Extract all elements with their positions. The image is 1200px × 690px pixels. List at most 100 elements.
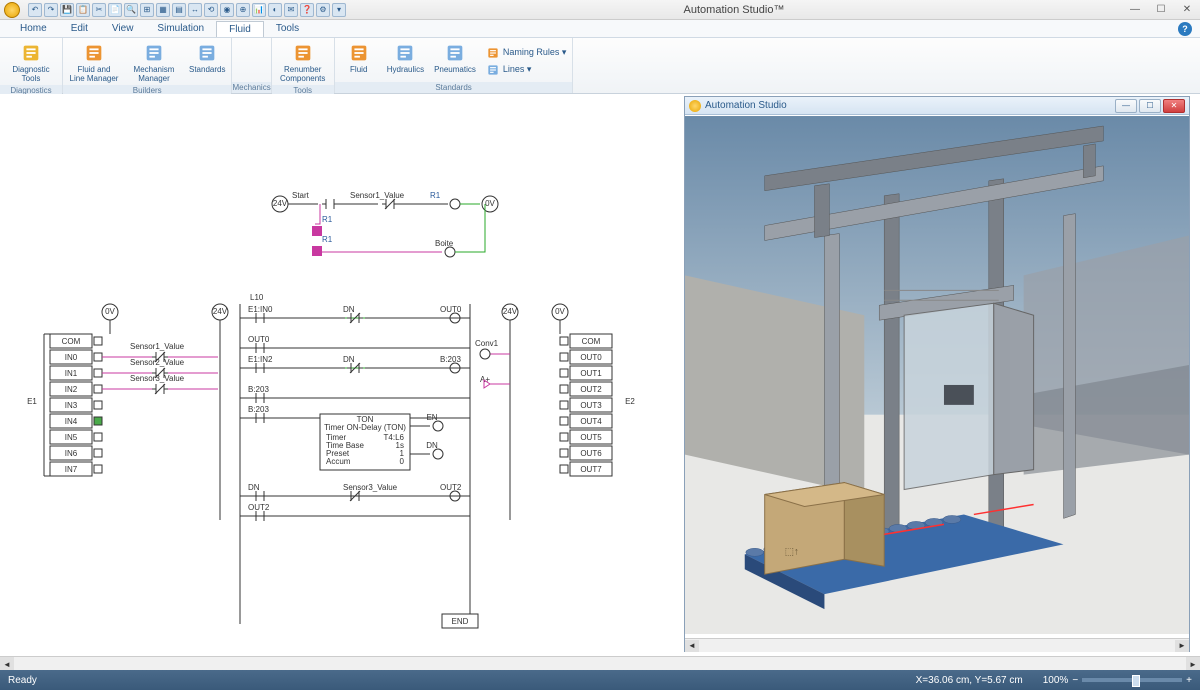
status-ready: Ready bbox=[8, 675, 37, 686]
zoom-out-icon[interactable]: − bbox=[1072, 675, 1078, 686]
menu-tab-fluid[interactable]: Fluid bbox=[216, 21, 264, 37]
svg-text:IN6: IN6 bbox=[65, 449, 78, 458]
qat-button[interactable]: ◉ bbox=[220, 3, 234, 17]
svg-text:IN2: IN2 bbox=[65, 385, 78, 394]
panel-close-button[interactable]: ✕ bbox=[1163, 99, 1185, 113]
qat-button[interactable]: ↔ bbox=[188, 3, 202, 17]
svg-text:DN: DN bbox=[426, 441, 438, 450]
panel-scrollbar[interactable]: ◄ ► bbox=[685, 638, 1189, 652]
scroll-left-icon[interactable]: ◄ bbox=[685, 640, 699, 652]
menu-tab-tools[interactable]: Tools bbox=[264, 21, 311, 36]
main-scrollbar[interactable]: ◄ ► bbox=[0, 656, 1200, 670]
qat-button[interactable]: ↷ bbox=[44, 3, 58, 17]
svg-text:24V: 24V bbox=[503, 307, 518, 316]
qat-button[interactable]: ✉ bbox=[284, 3, 298, 17]
help-icon[interactable]: ? bbox=[1178, 22, 1192, 36]
svg-text:OUT4: OUT4 bbox=[580, 417, 602, 426]
menu-tab-home[interactable]: Home bbox=[8, 21, 59, 36]
svg-text:OUT2: OUT2 bbox=[440, 483, 462, 492]
svg-text:B:203: B:203 bbox=[248, 405, 269, 414]
3d-viewport[interactable]: ⬚↑ bbox=[685, 115, 1189, 635]
zoom-slider[interactable] bbox=[1082, 678, 1182, 682]
svg-text:IN5: IN5 bbox=[65, 433, 78, 442]
svg-text:⬚↑: ⬚↑ bbox=[785, 546, 799, 557]
svg-text:24V: 24V bbox=[273, 199, 288, 208]
svg-text:L10: L10 bbox=[250, 293, 264, 302]
close-button[interactable]: ✕ bbox=[1174, 1, 1200, 19]
ribbon-icon bbox=[486, 63, 500, 77]
ribbon-icon bbox=[292, 42, 314, 64]
zoom-in-icon[interactable]: + bbox=[1186, 675, 1192, 686]
qat-button[interactable]: ⚙ bbox=[316, 3, 330, 17]
menu-tab-edit[interactable]: Edit bbox=[59, 21, 100, 36]
qat-button[interactable]: ⟲ bbox=[204, 3, 218, 17]
panel-logo-icon bbox=[689, 100, 701, 112]
ribbon-item[interactable]: Fluid and Line Manager bbox=[67, 40, 121, 85]
qat-button[interactable]: ⊕ bbox=[236, 3, 250, 17]
ribbon-label: Pneumatics bbox=[434, 65, 476, 74]
qat-button[interactable]: ↶ bbox=[28, 3, 42, 17]
ribbon-item[interactable]: Pneumatics bbox=[432, 40, 478, 82]
svg-text:IN4: IN4 bbox=[65, 417, 78, 426]
zoom-control[interactable]: 100% − + bbox=[1043, 675, 1192, 686]
panel-title-bar[interactable]: Automation Studio — ☐ ✕ bbox=[685, 97, 1189, 115]
qat-button[interactable]: 📄 bbox=[108, 3, 122, 17]
status-coords: X=36.06 cm, Y=5.67 cm bbox=[916, 675, 1023, 686]
qat-button[interactable]: 📊 bbox=[252, 3, 266, 17]
svg-text:OUT3: OUT3 bbox=[580, 401, 602, 410]
maximize-button[interactable]: ☐ bbox=[1148, 1, 1174, 19]
svg-text:Accum: Accum bbox=[326, 457, 351, 466]
ribbon-item[interactable]: Mechanism Manager bbox=[127, 40, 181, 85]
menu-tab-view[interactable]: View bbox=[100, 21, 146, 36]
scroll-left-icon[interactable]: ◄ bbox=[0, 657, 14, 670]
ribbon-label: Fluid and Line Manager bbox=[69, 65, 119, 83]
ribbon-item[interactable]: Diagnostic Tools bbox=[4, 40, 58, 85]
ribbon-icon bbox=[143, 42, 165, 64]
svg-text:OUT2: OUT2 bbox=[580, 385, 602, 394]
ribbon-item[interactable]: Renumber Components bbox=[276, 40, 330, 85]
ribbon-label: Standards bbox=[189, 65, 225, 74]
svg-text:0V: 0V bbox=[485, 199, 495, 208]
ribbon-item[interactable]: Hydraulics bbox=[385, 40, 426, 82]
ladder-diagram[interactable]: 24VStartSensor1_ValueR10VR1R1Boite0V24VE… bbox=[0, 94, 680, 654]
svg-text:Boite: Boite bbox=[435, 239, 454, 248]
ribbon-item[interactable]: Fluid bbox=[339, 40, 379, 82]
zoom-value: 100% bbox=[1043, 675, 1069, 686]
ribbon-group: Fluid and Line Manager Mechanism Manager S… bbox=[63, 38, 232, 93]
ribbon-item[interactable]: Standards bbox=[187, 40, 227, 85]
svg-text:Sensor2_Value: Sensor2_Value bbox=[130, 358, 185, 367]
qat-button[interactable]: ❓ bbox=[300, 3, 314, 17]
qat-button[interactable]: 📋 bbox=[76, 3, 90, 17]
panel-minimize-button[interactable]: — bbox=[1115, 99, 1137, 113]
menu-tab-simulation[interactable]: Simulation bbox=[145, 21, 216, 36]
svg-text:DN: DN bbox=[343, 305, 355, 314]
qat-button[interactable]: 💾 bbox=[60, 3, 74, 17]
app-title: Automation Studio™ bbox=[346, 4, 1122, 16]
minimize-button[interactable]: — bbox=[1122, 1, 1148, 19]
qat-button[interactable]: 🔍 bbox=[124, 3, 138, 17]
ribbon-icon bbox=[83, 42, 105, 64]
qat-button[interactable]: ▾ bbox=[332, 3, 346, 17]
ribbon-item[interactable]: Naming Rules ▾ bbox=[484, 45, 569, 61]
qat-button[interactable]: ◐ bbox=[268, 3, 282, 17]
title-bar: ↶↷💾📋✂📄🔍⊞▦▤↔⟲◉⊕📊◐✉❓⚙▾ Automation Studio™ … bbox=[0, 0, 1200, 20]
qat-button[interactable]: ▤ bbox=[172, 3, 186, 17]
panel-maximize-button[interactable]: ☐ bbox=[1139, 99, 1161, 113]
svg-text:Sensor1_Value: Sensor1_Value bbox=[350, 191, 405, 200]
svg-text:E1:IN2: E1:IN2 bbox=[248, 355, 273, 364]
scroll-right-icon[interactable]: ► bbox=[1186, 657, 1200, 670]
qat-button[interactable]: ✂ bbox=[92, 3, 106, 17]
svg-text:COM: COM bbox=[582, 337, 601, 346]
ribbon: Diagnostic ToolsDiagnosticsFluid and Lin… bbox=[0, 38, 1200, 94]
svg-text:Start: Start bbox=[292, 191, 310, 200]
ribbon-label: Diagnostic Tools bbox=[6, 65, 56, 83]
svg-text:END: END bbox=[452, 617, 469, 626]
menu-bar: HomeEditViewSimulationFluidTools? bbox=[0, 20, 1200, 38]
qat-button[interactable]: ▦ bbox=[156, 3, 170, 17]
app-logo-icon bbox=[4, 2, 20, 18]
ribbon-label: Fluid bbox=[350, 65, 367, 74]
svg-text:B:203: B:203 bbox=[440, 355, 461, 364]
ribbon-item[interactable]: Lines ▾ bbox=[484, 62, 569, 78]
qat-button[interactable]: ⊞ bbox=[140, 3, 154, 17]
scroll-right-icon[interactable]: ► bbox=[1175, 640, 1189, 652]
